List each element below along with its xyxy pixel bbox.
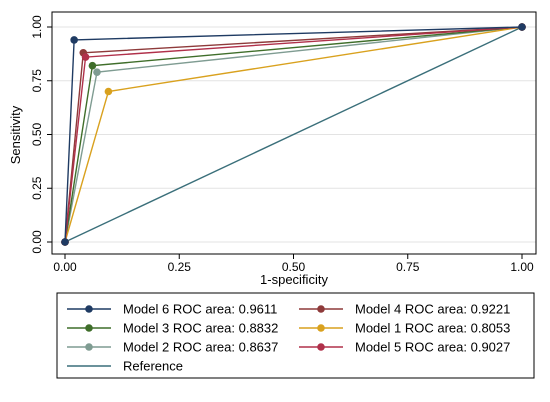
x-tick-label: 0.75 [396, 260, 420, 274]
legend-marker [317, 343, 325, 351]
data-point [93, 68, 101, 76]
x-axis-label: 1-specificity [260, 272, 328, 287]
series-lines [61, 23, 526, 246]
x-tick-label: 0.00 [53, 260, 77, 274]
y-tick-label: 0.00 [30, 230, 44, 254]
legend-label: Model 4 ROC area: 0.9221 [355, 302, 510, 317]
data-point [61, 238, 69, 246]
y-axis-label: Sensitivity [8, 105, 23, 164]
legend-box [56, 292, 535, 379]
legend-label: Model 6 ROC area: 0.9611 [123, 302, 277, 317]
legend-label: Model 1 ROC area: 0.8053 [355, 321, 510, 336]
legend-label: Model 2 ROC area: 0.8637 [123, 340, 278, 355]
legend-marker [85, 324, 93, 332]
legend-marker [85, 343, 93, 351]
axis-ticks: 0.00 0.25 0.50 0.75 1.00 0.00 0.25 0.50 0.75 1.00 [30, 15, 534, 274]
legend-label: Model 3 ROC area: 0.8832 [123, 321, 278, 336]
y-tick-label: 0.75 [30, 69, 44, 93]
y-tick-label: 0.25 [30, 176, 44, 200]
legend-marker [85, 305, 93, 313]
legend-marker [317, 324, 325, 332]
legend-label: Reference [123, 359, 183, 374]
x-tick-label: 0.50 [282, 260, 306, 274]
legend-marker [317, 305, 325, 313]
legend-label: Model 5 ROC area: 0.9027 [355, 340, 510, 355]
legend: Model 6 ROC area: 0.9611 Model 4 ROC area… [67, 302, 510, 374]
data-point [88, 61, 97, 70]
series-line [64, 26, 523, 243]
y-tick-label: 1.00 [30, 15, 44, 39]
y-tick-label: 0.50 [30, 122, 44, 146]
x-tick-label: 1.00 [510, 260, 534, 274]
data-point [81, 53, 90, 61]
data-point [70, 36, 78, 44]
plot-area [51, 11, 537, 255]
data-point [518, 23, 526, 31]
data-point [104, 87, 113, 96]
x-tick-label: 0.25 [168, 260, 192, 274]
